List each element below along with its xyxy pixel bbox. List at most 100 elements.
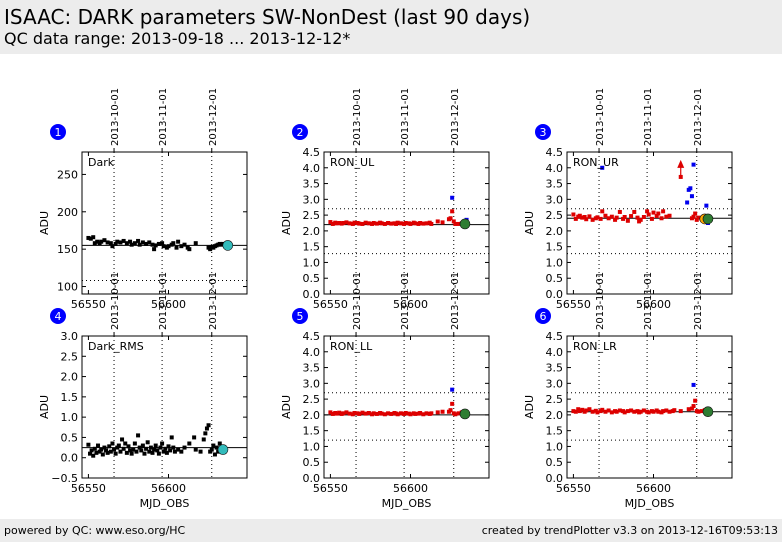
data-point: [330, 221, 335, 226]
data-point: [136, 238, 141, 243]
y-tick-label: 4.5: [546, 146, 564, 159]
data-point: [176, 239, 181, 244]
data-point: [137, 242, 142, 247]
x-tick-label: 56550: [313, 298, 348, 311]
y-tick-label: 1.5: [546, 241, 564, 254]
data-point: [131, 447, 136, 452]
panel-badge-circle: [50, 124, 66, 140]
y-tick-label: 3.5: [546, 178, 564, 191]
data-point: [334, 221, 339, 226]
x-axis-label: MJD_OBS: [382, 497, 432, 510]
data-point: [600, 209, 605, 214]
data-point: [667, 409, 672, 414]
data-point: [214, 445, 219, 450]
data-point: [337, 221, 342, 225]
data-point: [118, 240, 123, 245]
data-point: [395, 412, 400, 417]
plot-frame: [566, 151, 733, 295]
header: ISAAC: DARK parameters SW-NonDest (last …: [0, 0, 782, 54]
data-point: [440, 409, 445, 414]
data-point: [99, 239, 104, 244]
data-point: [187, 441, 192, 446]
data-point: [395, 220, 400, 225]
panel-label: RON_LL: [330, 340, 373, 353]
y-tick-label: 4.5: [546, 330, 564, 343]
data-point: [158, 445, 163, 450]
x-tick-label: 56600: [151, 482, 186, 495]
data-point: [107, 444, 112, 449]
data-point: [590, 217, 595, 222]
data-point: [379, 411, 384, 416]
panel-badge-number: 6: [540, 310, 547, 323]
x-tick-label: 56550: [556, 482, 591, 495]
y-tick-label: 2.5: [303, 393, 321, 406]
data-point: [110, 244, 115, 249]
data-point: [211, 443, 216, 448]
data-point: [590, 409, 595, 414]
data-point: [421, 412, 426, 417]
y-tick-label: 1.5: [61, 391, 79, 404]
data-point: [97, 449, 102, 454]
y-tick-label: 0.5: [303, 272, 321, 285]
panel-badge-circle: [292, 124, 308, 140]
data-point: [664, 408, 669, 413]
data-point: [649, 216, 654, 221]
footer: powered by QC: www.eso.org/HC created by…: [0, 519, 782, 542]
data-point: [685, 200, 690, 205]
data-point: [208, 449, 213, 454]
data-point: [192, 435, 197, 440]
data-point: [152, 447, 157, 452]
y-tick-label: 0.5: [303, 456, 321, 469]
data-point: [363, 411, 368, 416]
footer-credit: powered by QC: www.eso.org/HC: [4, 524, 186, 537]
y-tick-label: 1.5: [303, 425, 321, 438]
data-point: [161, 244, 166, 249]
data-point: [580, 215, 585, 220]
data-point: [656, 211, 661, 216]
y-tick-label: 1.0: [546, 256, 564, 269]
y-tick-label: 0.5: [546, 456, 564, 469]
y-tick-label: 2.0: [61, 371, 79, 384]
panel-badge-number: 4: [55, 310, 62, 323]
data-point: [137, 445, 142, 450]
x-tick-label: 56600: [151, 298, 186, 311]
panel-badge-circle: [292, 308, 308, 324]
page-subtitle: QC data range: 2013-09-18 ... 2013-12-12…: [4, 29, 351, 48]
y-tick-label: 2.0: [303, 409, 321, 422]
data-point: [389, 221, 394, 226]
data-point: [108, 449, 113, 454]
data-point: [366, 410, 371, 415]
data-point: [96, 443, 101, 448]
data-point: [691, 382, 696, 387]
data-point: [179, 244, 184, 249]
data-point: [429, 221, 434, 226]
data-point: [629, 214, 634, 219]
y-tick-label: 1.0: [61, 411, 79, 424]
data-point: [148, 445, 153, 450]
data-point: [587, 214, 592, 219]
data-point: [334, 411, 339, 416]
data-point: [450, 209, 455, 214]
data-point: [147, 240, 152, 245]
plot-panel-2: 2 2013-10-01 2013-11-01 2013-12-01 0.0 0.5 1.0…: [280, 88, 490, 311]
date-tick-label: 2013-11-01: [158, 272, 169, 330]
data-point: [152, 247, 157, 252]
y-tick-label: 2.0: [546, 409, 564, 422]
y-tick-label: 3.5: [303, 362, 321, 375]
data-point: [691, 162, 696, 167]
data-point: [115, 445, 120, 450]
data-point: [584, 408, 589, 413]
data-point: [136, 433, 141, 438]
data-point: [646, 410, 651, 415]
data-point: [330, 411, 335, 416]
data-point: [606, 408, 611, 413]
data-point: [456, 411, 461, 416]
panel-label: RON_UR: [573, 156, 619, 169]
plot-panel-4: 4 2013-10-01 2013-11-01 2013-12-01 −0.5 0.0 0.…: [38, 272, 248, 510]
data-point: [598, 216, 603, 221]
y-axis-label: ADU: [280, 395, 293, 419]
date-tick-label: 2013-12-01: [450, 272, 461, 330]
y-axis-label: ADU: [523, 395, 536, 419]
data-point: [201, 437, 206, 442]
x-tick-label: 56550: [556, 298, 591, 311]
